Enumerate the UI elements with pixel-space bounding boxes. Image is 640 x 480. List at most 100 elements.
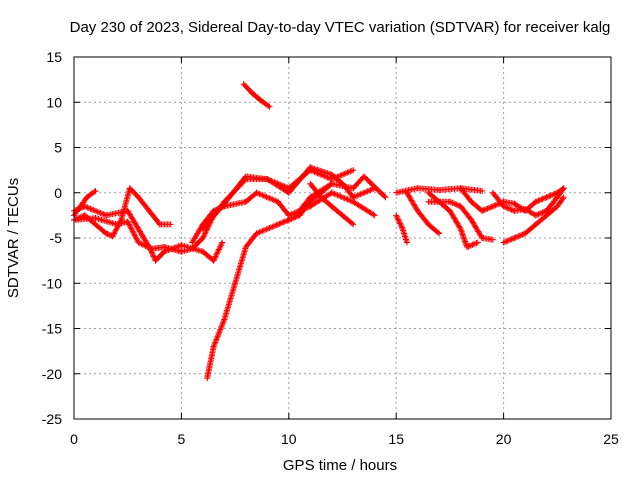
data-point (472, 240, 479, 247)
data-point (212, 337, 219, 344)
data-point (269, 223, 276, 230)
data-point (357, 191, 364, 198)
data-point (330, 190, 337, 197)
data-point (358, 190, 365, 197)
data-point (217, 242, 224, 249)
data-point (84, 204, 91, 211)
data-point (90, 206, 97, 213)
data-point (283, 218, 290, 225)
y-tick-label: 0 (54, 185, 62, 201)
data-point (93, 208, 100, 215)
data-point (214, 333, 221, 340)
data-point (266, 195, 273, 202)
data-point (367, 187, 374, 194)
data-point (199, 235, 206, 241)
data-point (353, 193, 360, 200)
data-point (509, 235, 516, 242)
data-point (214, 249, 221, 256)
data-point (393, 213, 400, 220)
data-point (335, 192, 342, 199)
data-point (145, 244, 152, 251)
data-point (201, 230, 208, 237)
data-point (128, 225, 135, 232)
data-point (256, 229, 263, 236)
data-point (381, 193, 388, 200)
data-point (87, 205, 94, 212)
data-point (452, 201, 459, 208)
data-point (343, 195, 350, 202)
series-arc-11 (393, 185, 486, 196)
data-point (132, 233, 139, 240)
data-point (86, 205, 93, 212)
data-point (110, 231, 117, 238)
data-point (394, 215, 401, 222)
data-point (216, 245, 223, 252)
data-point (126, 222, 133, 229)
data-point (511, 235, 518, 241)
data-point (289, 215, 296, 222)
data-point (347, 168, 354, 175)
series-arc-14 (425, 189, 481, 251)
data-point (514, 233, 521, 240)
data-point (270, 223, 277, 230)
data-point (91, 207, 98, 214)
data-point (508, 236, 515, 243)
data-point (138, 240, 145, 247)
data-point (393, 212, 400, 219)
data-point (257, 191, 264, 198)
data-point (488, 203, 495, 210)
data-point (338, 171, 345, 178)
data-point (130, 229, 137, 236)
data-point (111, 230, 118, 237)
data-point (403, 239, 410, 246)
data-point (72, 207, 79, 214)
data-point (371, 212, 378, 219)
data-point (267, 224, 274, 231)
data-point (279, 219, 286, 226)
x-tick-label: 10 (281, 431, 297, 447)
data-point (203, 227, 210, 234)
data-point (155, 220, 162, 227)
data-point (399, 224, 405, 231)
data-point (489, 236, 496, 243)
data-point (328, 189, 335, 196)
data-point (487, 204, 494, 211)
data-point (215, 332, 222, 339)
data-point (500, 239, 507, 246)
data-point (292, 214, 299, 221)
data-point (345, 196, 352, 203)
data-point (333, 191, 340, 198)
data-point (262, 226, 269, 233)
data-point (272, 222, 279, 229)
data-point (260, 192, 267, 199)
data-point (560, 194, 567, 201)
y-tick-label: -20 (42, 366, 62, 382)
x-axis-label: GPS time / hours (283, 457, 397, 474)
data-marks (71, 81, 567, 382)
data-point (518, 232, 525, 239)
data-point (276, 220, 283, 227)
data-point (272, 197, 279, 204)
data-point (265, 225, 272, 232)
data-point (450, 200, 457, 207)
data-point (217, 243, 224, 250)
data-point (360, 190, 367, 197)
data-point (73, 206, 80, 213)
data-point (281, 218, 288, 225)
data-point (474, 239, 481, 246)
data-point (277, 220, 284, 227)
data-point (492, 202, 499, 209)
data-point (544, 193, 551, 200)
data-point (113, 226, 120, 233)
data-point (338, 193, 345, 200)
data-point (485, 205, 492, 212)
data-point (212, 339, 219, 346)
data-point (241, 174, 248, 181)
data-point (81, 203, 88, 210)
data-point (334, 192, 341, 199)
data-point (288, 215, 295, 222)
data-point (265, 194, 272, 201)
data-point (200, 233, 207, 240)
data-point (341, 170, 348, 177)
data-point (285, 216, 292, 223)
